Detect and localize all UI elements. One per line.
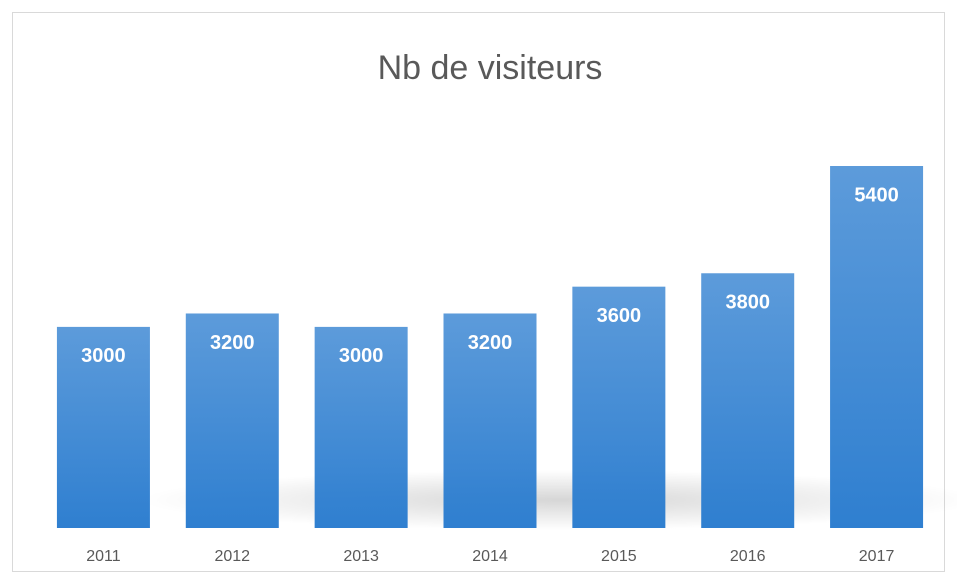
bar — [443, 313, 537, 528]
x-tick-label: 2017 — [859, 548, 895, 565]
value-label: 3200 — [468, 332, 513, 354]
value-label: 3000 — [339, 345, 384, 367]
bar — [314, 326, 408, 528]
value-label: 3000 — [81, 345, 126, 367]
bar — [830, 166, 924, 528]
x-tick-label: 2015 — [601, 548, 637, 565]
x-tick-label: 2011 — [86, 548, 121, 565]
x-tick-label: 2014 — [472, 548, 508, 565]
bar — [185, 313, 279, 528]
bar — [572, 286, 666, 528]
x-tick-label: 2012 — [214, 548, 250, 565]
chart-title: Nb de visiteurs — [378, 49, 603, 87]
value-label: 3800 — [725, 292, 770, 314]
value-label: 3200 — [210, 332, 255, 354]
bar — [701, 273, 795, 528]
x-tick-label: 2016 — [730, 548, 766, 565]
x-tick-label: 2013 — [343, 548, 379, 565]
value-label: 5400 — [854, 184, 899, 206]
value-label: 3600 — [597, 305, 642, 327]
bar — [56, 326, 150, 528]
